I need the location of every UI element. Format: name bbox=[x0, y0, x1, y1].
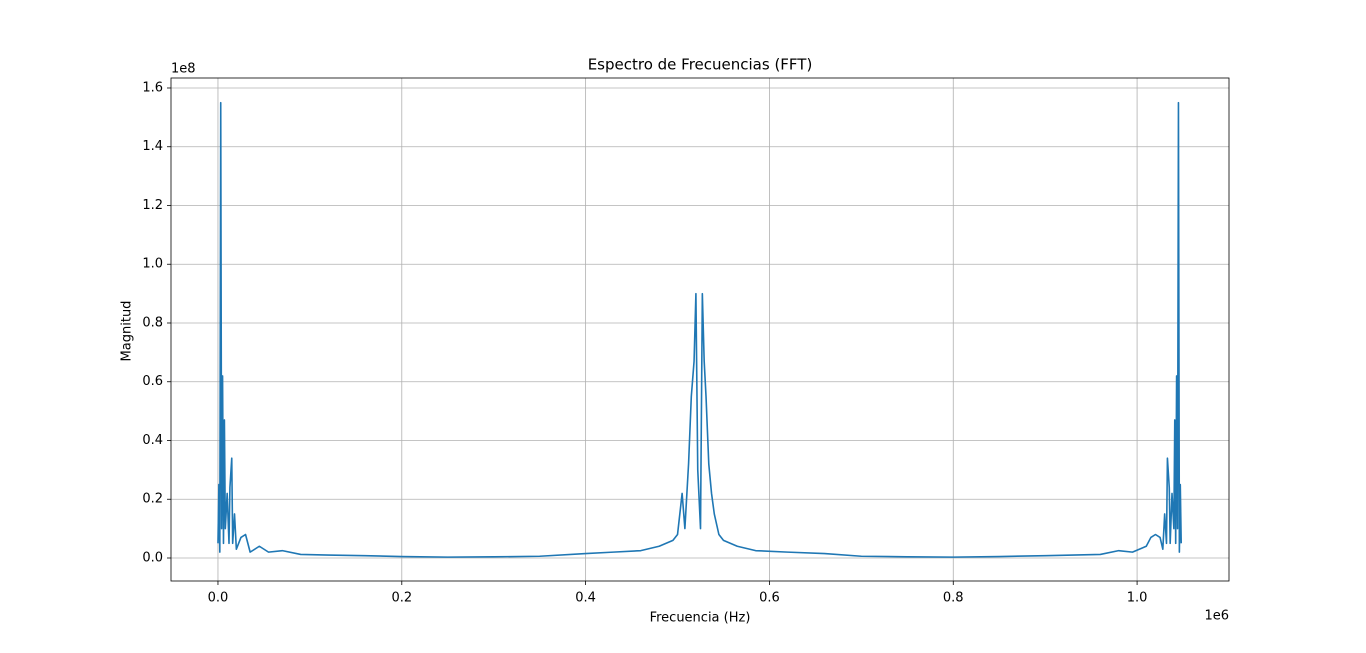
data-line bbox=[217, 101, 1183, 558]
x-tick-label: 0.0 bbox=[208, 591, 229, 606]
x-tick-label: 0.4 bbox=[575, 591, 596, 606]
x-offset-label: 1e6 bbox=[1204, 609, 1229, 624]
x-tick-label: 0.2 bbox=[391, 591, 412, 606]
y-tick-label: 1.6 bbox=[142, 80, 163, 95]
chart-title: Espectro de Frecuencias (FFT) bbox=[588, 56, 813, 74]
y-offset-label: 1e8 bbox=[171, 62, 196, 77]
x-axis-label: Frecuencia (Hz) bbox=[650, 611, 751, 626]
y-tick-label: 0.2 bbox=[142, 492, 163, 507]
y-tick-label: 0.8 bbox=[142, 315, 163, 330]
y-tick-label: 1.0 bbox=[142, 257, 163, 272]
y-axis-label: Magnitud bbox=[120, 301, 135, 362]
x-tick-label: 0.8 bbox=[943, 591, 964, 606]
y-tick-label: 0.0 bbox=[142, 550, 163, 565]
y-tick-label: 1.2 bbox=[142, 198, 163, 213]
plot-frame bbox=[170, 77, 1230, 582]
y-tick-label: 1.4 bbox=[142, 139, 163, 154]
y-tick-label: 0.4 bbox=[142, 433, 163, 448]
x-tick-label: 1.0 bbox=[1127, 591, 1148, 606]
x-tick-label: 0.6 bbox=[759, 591, 780, 606]
y-tick-label: 0.6 bbox=[142, 374, 163, 389]
